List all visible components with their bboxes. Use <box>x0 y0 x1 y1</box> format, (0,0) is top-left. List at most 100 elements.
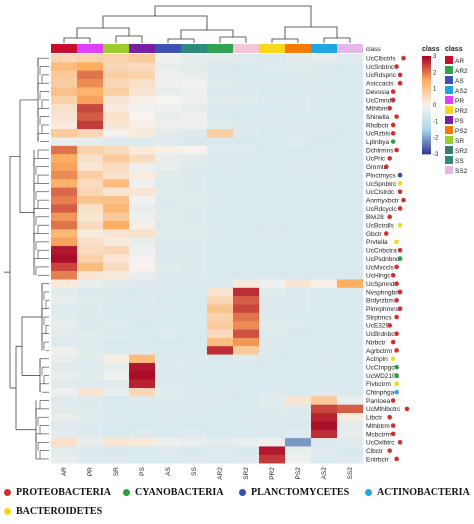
phylum-dot-icon <box>394 389 399 395</box>
heatmap-cell <box>181 446 208 456</box>
phylum-dot-icon <box>397 222 403 228</box>
heatmap-cell <box>181 354 208 364</box>
class-legend-swatch <box>445 116 453 124</box>
heatmap-cell <box>155 212 182 222</box>
class-bar-segment <box>207 44 233 53</box>
colorbar-step <box>422 137 431 140</box>
heatmap-cell <box>51 304 78 314</box>
heatmap-cell <box>285 95 312 105</box>
heatmap-cell <box>233 137 260 147</box>
heatmap-cell <box>181 312 208 322</box>
heatmap-cell <box>77 87 104 97</box>
heatmap-cell <box>311 229 338 238</box>
heatmap-cell <box>259 221 286 230</box>
heatmap-cell <box>155 421 182 431</box>
heatmap-cell <box>51 112 78 122</box>
row-label: Mthbtrm <box>366 423 390 430</box>
phylum-dot-icon <box>394 314 399 320</box>
heatmap-cell <box>77 446 104 456</box>
heatmap-cell <box>233 379 260 389</box>
heatmap-cell <box>77 429 104 439</box>
heatmap-cell <box>337 413 364 422</box>
heatmap-cell <box>207 204 234 213</box>
dendrogram-branch <box>76 27 130 38</box>
phylum-dot-icon <box>397 289 403 295</box>
heatmap-cell <box>311 262 338 272</box>
heatmap-cell <box>233 346 260 355</box>
class-legend-label: SS2 <box>455 168 468 175</box>
heatmap-cell <box>155 229 182 238</box>
heatmap-cell <box>259 396 286 405</box>
class-legend: class AR AR2 AS AS2 PR PR2 PS PS2 SR SR2 SS SS2 <box>445 46 468 175</box>
phylum-dot-icon <box>401 197 406 203</box>
heatmap-cell <box>129 221 156 230</box>
heatmap-cell <box>207 321 234 330</box>
heatmap-cell <box>51 262 78 272</box>
heatmap-cell <box>337 187 364 197</box>
heatmap-cell <box>337 321 364 330</box>
heatmap-cell <box>51 429 78 439</box>
phylum-dot-icon <box>390 131 396 136</box>
heatmap-cell <box>285 254 312 264</box>
heatmap-cell <box>181 112 208 122</box>
heatmap-cell <box>337 95 364 105</box>
heatmap-cell <box>233 204 260 213</box>
heatmap-cell <box>129 362 156 372</box>
heatmap-cell <box>207 154 234 163</box>
heatmap-cell <box>311 371 338 380</box>
heatmap-cell <box>259 262 286 272</box>
heatmap-cell <box>207 221 234 230</box>
heatmap-cell <box>285 354 312 364</box>
heatmap-cell <box>103 237 130 247</box>
heatmap-cell <box>181 229 208 238</box>
heatmap-cell <box>51 337 78 347</box>
colorbar-step <box>422 106 431 109</box>
heatmap-cell <box>285 362 312 372</box>
heatmap-cell <box>51 413 78 422</box>
heatmap-cell <box>181 212 208 222</box>
heatmap-cell <box>103 413 130 422</box>
colorbar-step <box>422 111 431 114</box>
heatmap-cell <box>259 212 286 222</box>
heatmap-cell <box>207 162 234 172</box>
heatmap-cell <box>77 321 104 330</box>
heatmap-cell <box>207 195 234 205</box>
heatmap-cell <box>311 129 338 138</box>
phylum-dot-icon <box>397 247 403 253</box>
heatmap-cell <box>259 95 286 105</box>
heatmap-cell <box>51 371 78 380</box>
heatmap-cell <box>181 162 208 172</box>
colorbar-step <box>422 73 431 76</box>
heatmap-cell <box>181 346 208 355</box>
heatmap-cell <box>285 262 312 272</box>
heatmap-cell <box>51 421 78 431</box>
column-labels: AR PR SR PS AS SS AR2 SR2 PR2 PS2 AS2 SS2 <box>61 466 354 479</box>
heatmap-cell <box>155 145 182 155</box>
heatmap-cell <box>155 195 182 205</box>
heatmap-cell <box>233 212 260 222</box>
column-label: AR2 <box>217 467 224 480</box>
row-label: Ntrbctr <box>366 339 386 346</box>
heatmap-cell <box>155 354 182 364</box>
row-label: Brdyrzbm <box>366 298 394 305</box>
row-label: UcWD2101 <box>366 373 400 380</box>
heatmap-cell <box>155 79 182 88</box>
heatmap-cell <box>129 95 156 105</box>
heatmap-cell <box>311 396 338 405</box>
heatmap-cell <box>233 254 260 264</box>
heatmap-cell <box>285 204 312 213</box>
heatmap-cell <box>155 321 182 330</box>
heatmap-cell <box>207 70 234 80</box>
heatmap-cell <box>51 87 78 97</box>
heatmap-cell <box>103 221 130 230</box>
heatmap-cell <box>259 170 286 180</box>
proteobacteria-dot-icon <box>4 489 11 496</box>
heatmap-cell <box>337 329 364 339</box>
heatmap-cell <box>233 129 260 138</box>
heatmap-cell <box>155 404 182 414</box>
heatmap-cell <box>155 104 182 113</box>
heatmap-cell <box>181 287 208 297</box>
heatmap-cell <box>51 95 78 105</box>
heatmap-cell <box>311 438 338 447</box>
row-label: Nvsphngbm <box>366 289 401 296</box>
